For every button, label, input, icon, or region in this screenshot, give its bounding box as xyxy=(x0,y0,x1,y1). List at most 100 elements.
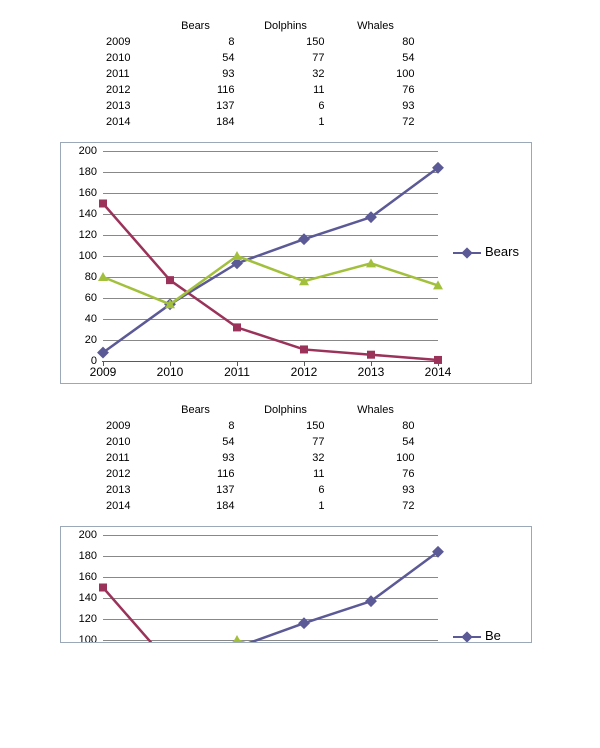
y-tick-label: 160 xyxy=(79,571,97,583)
table-cell: 77 xyxy=(240,50,330,66)
table-year-cell: 2013 xyxy=(100,98,150,114)
series-line xyxy=(103,552,438,643)
table-row: 2014184172 xyxy=(100,498,420,514)
y-tick-label: 140 xyxy=(79,208,97,220)
data-table: BearsDolphinsWhales200981508020105477542… xyxy=(100,402,420,514)
table-cell: 100 xyxy=(330,66,420,82)
series-marker xyxy=(99,200,107,208)
table-row: 2010547754 xyxy=(100,434,420,450)
table-cell: 54 xyxy=(150,50,240,66)
table-header: Bears xyxy=(150,18,240,34)
series-marker xyxy=(367,351,375,359)
series-marker xyxy=(300,345,308,353)
chart-legend: Be xyxy=(453,629,501,643)
series-marker xyxy=(298,233,310,245)
table-year-cell: 2013 xyxy=(100,482,150,498)
x-tick-label: 2013 xyxy=(358,361,385,379)
table-cell: 8 xyxy=(150,34,240,50)
table-row: 20119332100 xyxy=(100,450,420,466)
table-year-cell: 2011 xyxy=(100,450,150,466)
table-year-cell: 2010 xyxy=(100,434,150,450)
table-year-cell: 2014 xyxy=(100,498,150,514)
series-marker xyxy=(233,323,241,331)
table-cell: 137 xyxy=(150,98,240,114)
x-tick-label: 2010 xyxy=(157,361,184,379)
series-marker xyxy=(232,251,242,260)
series-marker xyxy=(166,276,174,284)
table-cell: 80 xyxy=(330,418,420,434)
table-cell: 137 xyxy=(150,482,240,498)
table-cell: 6 xyxy=(240,482,330,498)
table-cell: 100 xyxy=(330,450,420,466)
table-year-cell: 2009 xyxy=(100,34,150,50)
table-header: Dolphins xyxy=(240,402,330,418)
table-row: 20121161176 xyxy=(100,466,420,482)
table-cell: 93 xyxy=(150,66,240,82)
y-tick-label: 80 xyxy=(85,271,97,283)
table-header: Whales xyxy=(330,402,420,418)
plot-area: 0204060801001201401601802002009201020112… xyxy=(103,151,438,361)
y-tick-label: 100 xyxy=(79,634,97,643)
series-line xyxy=(103,640,438,643)
y-tick-label: 20 xyxy=(85,334,97,346)
y-tick-label: 180 xyxy=(79,166,97,178)
y-tick-label: 120 xyxy=(79,613,97,625)
table-header: Dolphins xyxy=(240,18,330,34)
table-cell: 32 xyxy=(240,450,330,466)
y-tick-label: 140 xyxy=(79,592,97,604)
series-marker xyxy=(366,642,376,643)
series-layer xyxy=(103,151,438,361)
table-header-blank xyxy=(100,402,150,418)
table-header: Whales xyxy=(330,18,420,34)
y-tick-label: 40 xyxy=(85,313,97,325)
table-row: 2009815080 xyxy=(100,34,420,50)
table-cell: 116 xyxy=(150,466,240,482)
table-row: 2009815080 xyxy=(100,418,420,434)
table-year-cell: 2009 xyxy=(100,418,150,434)
x-tick-label: 2012 xyxy=(291,361,318,379)
table-cell: 93 xyxy=(330,98,420,114)
series-line xyxy=(103,256,438,304)
y-tick-label: 160 xyxy=(79,187,97,199)
series-marker xyxy=(298,617,310,629)
table-row: 2013137693 xyxy=(100,482,420,498)
table-cell: 72 xyxy=(330,498,420,514)
table-cell: 150 xyxy=(240,34,330,50)
table-cell: 54 xyxy=(330,434,420,450)
series-layer xyxy=(103,535,438,643)
table-cell: 8 xyxy=(150,418,240,434)
x-tick-label: 2011 xyxy=(224,361,250,379)
series-marker xyxy=(98,272,108,281)
data-table: BearsDolphinsWhales200981508020105477542… xyxy=(100,18,420,130)
table-cell: 76 xyxy=(330,466,420,482)
table-header-blank xyxy=(100,18,150,34)
legend-label: Bears xyxy=(485,245,519,259)
table-cell: 184 xyxy=(150,114,240,130)
legend-swatch xyxy=(453,247,481,259)
series-marker xyxy=(99,584,107,592)
table-header: Bears xyxy=(150,402,240,418)
table-row: 2013137693 xyxy=(100,98,420,114)
table-cell: 76 xyxy=(330,82,420,98)
table-year-cell: 2010 xyxy=(100,50,150,66)
table-cell: 6 xyxy=(240,98,330,114)
series-marker xyxy=(232,635,242,643)
y-tick-label: 120 xyxy=(79,229,97,241)
table-cell: 184 xyxy=(150,498,240,514)
table-year-cell: 2012 xyxy=(100,466,150,482)
y-tick-label: 60 xyxy=(85,292,97,304)
legend-label: Be xyxy=(485,629,501,643)
x-tick-label: 2009 xyxy=(90,361,117,379)
table-cell: 11 xyxy=(240,466,330,482)
table-cell: 11 xyxy=(240,82,330,98)
series-line xyxy=(103,204,438,360)
chart-legend: Bears xyxy=(453,245,519,260)
line-chart: 0204060801001201401601802002009201020112… xyxy=(60,526,532,643)
table-row: 20119332100 xyxy=(100,66,420,82)
table-year-cell: 2012 xyxy=(100,82,150,98)
table-row: 20121161176 xyxy=(100,82,420,98)
table-cell: 1 xyxy=(240,114,330,130)
series-marker xyxy=(434,356,442,364)
table-cell: 32 xyxy=(240,66,330,82)
table-cell: 77 xyxy=(240,434,330,450)
